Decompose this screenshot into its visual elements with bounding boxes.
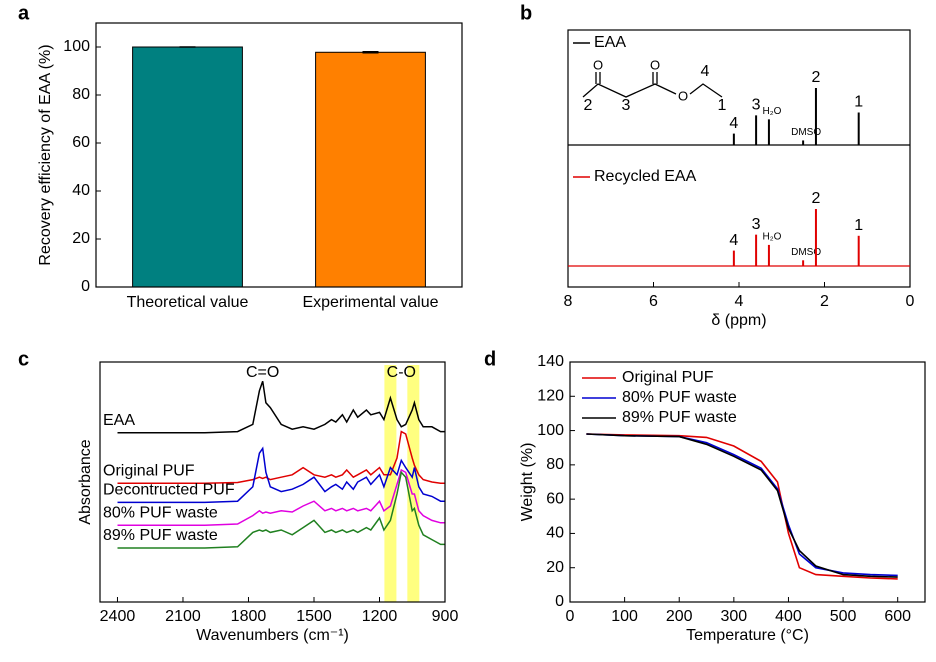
structure-label: 4 (701, 63, 710, 80)
peak-label: H₂O (762, 106, 781, 117)
structure-label: 1 (718, 97, 727, 114)
y-tick-label: 20 (546, 559, 564, 576)
highlight-band (407, 365, 420, 602)
legend-label: Recycled EAA (594, 168, 697, 185)
bond (582, 83, 677, 98)
peak-label: H₂O (762, 232, 781, 243)
peak-label: 4 (729, 232, 738, 249)
plot-frame (569, 361, 926, 603)
y-axis-label: Recovery efficiency of EAA (%) (37, 44, 54, 265)
x-axis-label: δ (ppm) (711, 312, 766, 329)
y-tick-label: 40 (546, 525, 564, 542)
legend-label: EAA (594, 34, 626, 51)
series-label: EAA (103, 412, 135, 429)
peak-label: 4 (729, 115, 738, 132)
bond (689, 83, 723, 98)
x-tick-label: 4 (735, 293, 744, 310)
data-line (117, 380, 445, 434)
panel-label: c (18, 348, 29, 370)
peak-label: 2 (811, 69, 820, 86)
highlight-band (384, 365, 397, 602)
peak-label: DMSO (791, 247, 821, 258)
x-tick-label: 400 (775, 608, 802, 625)
data-line (586, 433, 898, 577)
y-axis-label: Weight (%) (519, 443, 536, 522)
y-tick-label: 80 (72, 86, 90, 103)
annotation: C=O (246, 364, 279, 381)
legend-label: 80% PUF waste (622, 389, 737, 406)
bar (315, 51, 426, 288)
panel-label: d (484, 348, 496, 370)
atom: O (650, 57, 660, 72)
y-tick-label: 60 (72, 134, 90, 151)
error-bar (362, 51, 379, 54)
y-tick-label: 120 (537, 388, 564, 405)
y-tick-label: 80 (546, 456, 564, 473)
x-tick-label: 8 (564, 293, 573, 310)
panel-label: b (520, 2, 532, 24)
peak-label: 1 (854, 217, 863, 234)
bar (132, 46, 243, 288)
data-line (586, 433, 898, 578)
x-tick-label: 600 (884, 608, 911, 625)
plot-frame (99, 361, 446, 603)
data-line (117, 468, 445, 526)
y-tick-label: 100 (63, 38, 90, 55)
peak-label: 3 (752, 216, 761, 233)
data-line (117, 446, 445, 504)
y-tick-label: 60 (546, 490, 564, 507)
peak-label: 1 (854, 94, 863, 111)
peak-label: 2 (811, 190, 820, 207)
data-line (586, 433, 898, 580)
y-tick-label: 0 (555, 593, 564, 610)
atom: O (678, 88, 688, 103)
x-tick-label: 1200 (362, 608, 398, 625)
x-tick-label: Theoretical value (127, 294, 249, 311)
plot-frame (95, 22, 463, 288)
y-tick-label: 100 (537, 422, 564, 439)
structure-label: 2 (584, 97, 593, 114)
y-axis-label: Absorbance (77, 439, 94, 524)
series-label: Original PUF (103, 462, 195, 479)
x-tick-label: 2 (820, 293, 829, 310)
series-label: 89% PUF waste (103, 527, 218, 544)
structure-label: 3 (622, 97, 631, 114)
x-tick-label: 200 (666, 608, 693, 625)
annotation: C-O (387, 364, 416, 381)
x-tick-label: 2100 (165, 608, 201, 625)
legend-label: Original PUF (622, 369, 714, 386)
x-axis-label: Wavenumbers (cm⁻¹) (196, 627, 349, 644)
x-tick-label: 2400 (100, 608, 136, 625)
data-line (117, 430, 445, 484)
peak-label: 3 (752, 97, 761, 114)
x-tick-label: 300 (720, 608, 747, 625)
y-tick-label: 140 (537, 353, 564, 370)
data-line (117, 470, 445, 549)
x-tick-label: 0 (906, 293, 915, 310)
x-axis-label: Temperature (°C) (686, 627, 809, 644)
molecule (582, 72, 723, 98)
y-tick-label: 0 (81, 278, 90, 295)
x-tick-label: Experimental value (302, 294, 438, 311)
x-tick-label: 6 (649, 293, 658, 310)
y-tick-label: 40 (72, 182, 90, 199)
x-tick-label: 100 (611, 608, 638, 625)
x-tick-label: 0 (566, 608, 575, 625)
legend-label: 89% PUF waste (622, 409, 737, 426)
x-tick-label: 1800 (231, 608, 267, 625)
series-label: 80% PUF waste (103, 504, 218, 521)
atom: O (593, 57, 603, 72)
peak-label: DMSO (791, 127, 821, 138)
x-tick-label: 900 (432, 608, 459, 625)
x-tick-label: 500 (830, 608, 857, 625)
series-label: Decontructed PUF (103, 482, 235, 499)
x-tick-label: 1500 (296, 608, 332, 625)
y-tick-label: 20 (72, 230, 90, 247)
panel-label: a (18, 2, 30, 24)
